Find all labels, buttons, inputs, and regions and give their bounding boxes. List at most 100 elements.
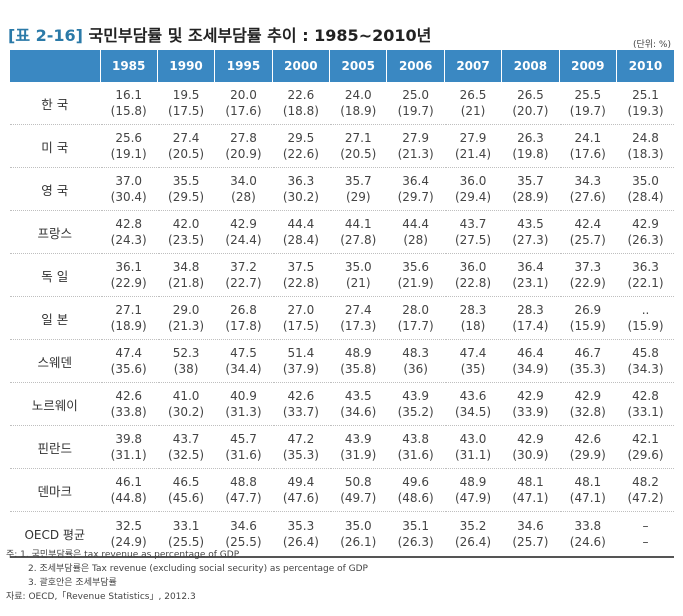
- value-cell: 37.5 (22.8): [271, 253, 330, 297]
- national-burden-value: 27.1: [344, 131, 372, 145]
- tax-burden-value: (36): [403, 362, 428, 376]
- table-row: 스웨덴 47.4 (35.6) 52.3 (38) 47.5 (34.4) 51.4 (37.9…: [10, 339, 674, 383]
- tax-burden-value: (21.9): [397, 276, 434, 290]
- tax-burden-value: (19.1): [110, 147, 147, 161]
- value-cell: 35.0 (26.1): [329, 511, 387, 558]
- national-burden-value: 35.5: [172, 174, 200, 188]
- national-burden-value: –: [642, 519, 649, 533]
- national-burden-value: 48.3: [402, 346, 429, 360]
- value-cell: 49.4 (47.6): [271, 468, 330, 512]
- national-burden-value: 42.1: [632, 432, 659, 446]
- national-burden-value: 43.0: [459, 432, 487, 446]
- national-burden-value: 48.9: [459, 475, 487, 489]
- national-burden-value: 44.4: [402, 217, 429, 231]
- value-cell: 25.5 (19.7): [558, 82, 617, 125]
- value-cell: 41.0 (30.2): [156, 382, 215, 426]
- country-label: OECD 평균: [10, 511, 100, 558]
- value-cell: 48.3 (36): [386, 339, 445, 383]
- country-label: 한 국: [10, 82, 100, 125]
- national-burden-value: 27.0: [287, 303, 315, 317]
- tax-burden-value: (47.9): [454, 491, 492, 505]
- national-burden-value: 35.0: [632, 174, 659, 188]
- header-year: 1985: [99, 50, 158, 82]
- tax-burden-value: (33.8): [110, 405, 147, 419]
- national-burden-value: 24.1: [574, 131, 602, 145]
- value-cell: 43.9 (31.9): [329, 425, 387, 469]
- tax-burden-value: (29.4): [454, 190, 492, 204]
- national-burden-value: 29.0: [172, 303, 200, 317]
- national-burden-value: 42.0: [172, 217, 200, 231]
- tax-burden-value: (15.9): [627, 319, 664, 333]
- tax-burden-value: (24.4): [225, 233, 262, 247]
- value-cell: 36.1 (22.9): [99, 253, 158, 297]
- tax-burden-value: (47.2): [627, 491, 664, 505]
- national-burden-value: 47.5: [230, 346, 257, 360]
- tax-burden-value: (33.7): [282, 405, 319, 419]
- national-burden-value: 35.2: [459, 519, 487, 533]
- table-row: 한 국 16.1 (15.8) 19.5 (17.5) 20.0 (17.6) 22.6 (18…: [10, 82, 674, 125]
- tax-burden-value: (47.7): [225, 491, 262, 505]
- tax-burden-value: (28.4): [282, 233, 319, 247]
- value-cell: 42.9 (24.4): [214, 210, 273, 254]
- tax-burden-value: (26.1): [340, 535, 377, 549]
- table-row: 핀란드 39.8 (31.1) 43.7 (32.5) 45.7 (31.6) 47.2 (35…: [10, 425, 674, 469]
- value-cell: 26.3 (19.8): [501, 124, 560, 168]
- value-cell: 27.4 (20.5): [156, 124, 215, 168]
- tax-burden-value: (22.9): [110, 276, 147, 290]
- tax-burden-value: (25.5): [225, 535, 262, 549]
- national-burden-value: 26.3: [517, 131, 544, 145]
- value-cell: 33.8 (24.6): [558, 511, 617, 558]
- tax-burden-value: (44.8): [110, 491, 147, 505]
- national-burden-value: 35.0: [344, 260, 372, 274]
- national-burden-value: 41.0: [172, 389, 200, 403]
- value-cell: 27.1 (20.5): [329, 124, 387, 168]
- national-burden-value: 45.7: [230, 432, 257, 446]
- tax-burden-value: (34.3): [627, 362, 664, 376]
- tax-burden-value: (32.8): [569, 405, 606, 419]
- value-cell: 35.0 (28.4): [616, 167, 674, 211]
- tax-burden-value: (18.9): [110, 319, 147, 333]
- national-burden-value: 43.6: [459, 389, 487, 403]
- value-cell: 43.7 (27.5): [443, 210, 502, 254]
- national-burden-value: 42.6: [574, 432, 602, 446]
- value-cell: 42.1 (29.6): [616, 425, 674, 469]
- country-label: 일 본: [10, 296, 100, 340]
- table-row: 미 국 25.6 (19.1) 27.4 (20.5) 27.8 (20.9) 29.5 (22…: [10, 124, 674, 168]
- national-burden-value: 42.9: [517, 432, 544, 446]
- country-label: 프랑스: [10, 210, 100, 254]
- tax-burden-value: (47.1): [569, 491, 606, 505]
- national-burden-value: 35.0: [344, 519, 372, 533]
- national-burden-value: 26.5: [517, 88, 544, 102]
- value-cell: 45.8 (34.3): [616, 339, 674, 383]
- national-burden-value: 40.9: [230, 389, 257, 403]
- national-burden-value: 34.3: [574, 174, 602, 188]
- header-corner: [10, 50, 100, 82]
- tax-burden-value: (27.5): [454, 233, 492, 247]
- data-table-container: 1985 1990 1995 2000 2005 2006 2007 2008 2009 2010…: [10, 50, 674, 558]
- value-cell: 27.1 (18.9): [99, 296, 158, 340]
- tax-burden-value: (37.9): [282, 362, 319, 376]
- tax-burden-value: (25.5): [168, 535, 205, 549]
- national-burden-value: 43.7: [459, 217, 487, 231]
- tax-burden-value: (24.3): [110, 233, 147, 247]
- value-cell: 27.8 (20.9): [214, 124, 273, 168]
- tax-burden-value: (34.4): [225, 362, 262, 376]
- value-cell: 16.1 (15.8): [99, 82, 158, 125]
- value-cell: 27.9 (21.3): [386, 124, 445, 168]
- value-cell: 34.8 (21.8): [156, 253, 215, 297]
- value-cell: 47.4 (35.6): [99, 339, 158, 383]
- value-cell: 26.5 (20.7): [501, 82, 560, 125]
- value-cell: 34.3 (27.6): [558, 167, 617, 211]
- tax-burden-value: (28.9): [512, 190, 549, 204]
- note-3: 3. 괄호안은 조세부담률: [28, 578, 117, 588]
- national-burden-value: 45.8: [632, 346, 659, 360]
- header-row: 1985 1990 1995 2000 2005 2006 2007 2008 2009 2010: [10, 50, 674, 82]
- national-burden-value: 37.5: [287, 260, 315, 274]
- national-burden-value: 43.9: [402, 389, 429, 403]
- tax-burden-value: (18.8): [282, 104, 319, 118]
- national-burden-value: 44.4: [287, 217, 315, 231]
- national-burden-value: 43.5: [517, 217, 544, 231]
- value-cell: 52.3 (38): [156, 339, 215, 383]
- value-cell: 46.4 (34.9): [501, 339, 560, 383]
- national-burden-value: 19.5: [172, 88, 200, 102]
